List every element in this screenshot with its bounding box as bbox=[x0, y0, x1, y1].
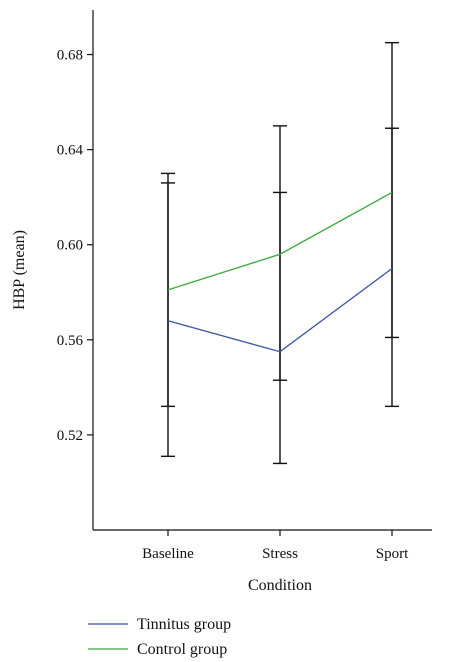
series-line bbox=[167, 191, 393, 291]
y-tick-label: 0.64 bbox=[57, 143, 84, 159]
series-lines-group bbox=[167, 191, 393, 353]
y-ticks-group: 0.52 0.56 0.60 0.64 0.68 bbox=[57, 48, 93, 444]
y-tick-label: 0.60 bbox=[57, 238, 83, 254]
error-bars-group bbox=[161, 41, 399, 465]
y-tick-label: 0.68 bbox=[57, 48, 83, 64]
legend-label: Tinnitus group bbox=[137, 616, 231, 633]
series-line bbox=[167, 267, 393, 353]
y-tick-label: 0.56 bbox=[57, 333, 84, 349]
y-tick-label: 0.52 bbox=[57, 428, 83, 444]
axes-group bbox=[92, 10, 432, 531]
x-tick-label: Baseline bbox=[142, 546, 194, 562]
y-axis-title: HBP (mean) bbox=[11, 230, 28, 310]
legend: Tinnitus group Control group bbox=[88, 616, 231, 658]
legend-label: Control group bbox=[137, 641, 227, 658]
x-tick-label: Stress bbox=[262, 546, 298, 562]
x-tick-label: Sport bbox=[376, 546, 409, 562]
x-ticks-group: Baseline Stress Sport bbox=[142, 530, 409, 562]
x-axis-title: Condition bbox=[248, 577, 312, 594]
